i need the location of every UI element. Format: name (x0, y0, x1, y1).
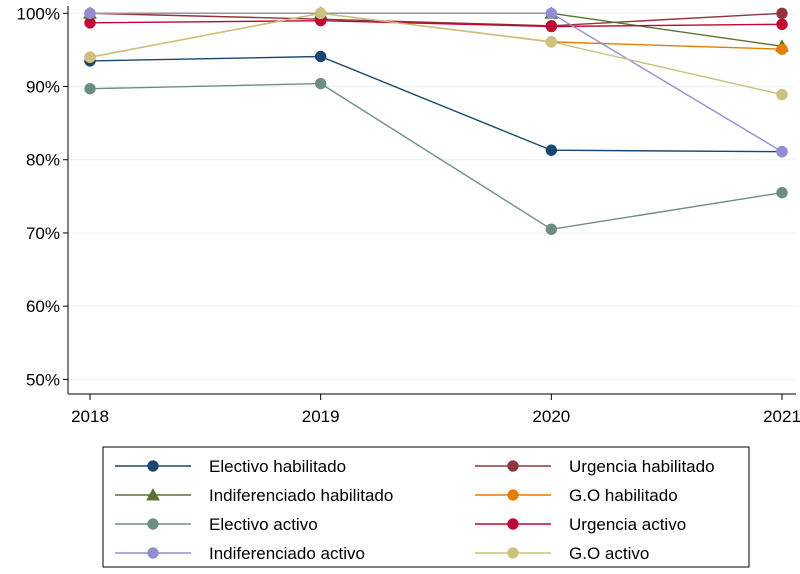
y-tick-label: 80% (26, 151, 60, 170)
legend-label: G.O activo (569, 544, 649, 563)
x-ticks: 2018 2019 2020 2021 (71, 394, 800, 426)
legend-swatch-marker (147, 460, 159, 472)
series-line (89, 12, 783, 27)
legend-item: Electivo activo (115, 515, 318, 534)
legend-item: Indiferenciado habilitado (115, 486, 393, 505)
x-tick-label: 2019 (302, 407, 340, 426)
data-point (545, 20, 558, 33)
legend-label: Electivo habilitado (209, 457, 346, 476)
legend-swatch-marker (147, 518, 159, 530)
legend-label: Indiferenciado habilitado (209, 486, 393, 505)
series-6 (84, 7, 788, 158)
data-point (776, 43, 788, 55)
y-tick-label: 50% (26, 370, 60, 389)
y-gridlines: 50% 60% 70% 80% 90% 100% (17, 4, 796, 389)
legend-swatch-marker (147, 547, 159, 559)
plot-area (68, 6, 796, 394)
legend-label: Urgencia habilitado (569, 457, 715, 476)
series-line (89, 55, 783, 153)
series-line (89, 12, 783, 96)
data-point (545, 223, 558, 236)
legend-label: Indiferenciado activo (209, 544, 365, 563)
legend-item: Indiferenciado activo (115, 544, 365, 563)
series-line (89, 82, 783, 231)
data-point (776, 145, 788, 158)
legend-label: Urgencia activo (569, 515, 686, 534)
legend-label: Electivo activo (209, 515, 318, 534)
legend-item: G.O activo (475, 544, 649, 563)
legend-swatch-marker (507, 460, 519, 472)
legend-item: Urgencia habilitado (475, 457, 715, 476)
legend-item: Electivo habilitado (115, 457, 346, 476)
series-4 (84, 77, 788, 236)
y-tick-label: 100% (17, 4, 60, 23)
legend-label: G.O habilitado (569, 486, 678, 505)
series-line (90, 12, 783, 153)
data-point (776, 18, 788, 31)
data-point (776, 186, 788, 199)
data-point (84, 7, 96, 20)
data-point (545, 7, 558, 20)
legend-swatch-marker (507, 518, 519, 530)
legend-swatch-marker (507, 489, 519, 501)
data-point (314, 50, 327, 63)
data-point (84, 82, 96, 95)
legend-item: Urgencia activo (475, 515, 686, 534)
legend-swatch-marker (507, 547, 519, 559)
data-point (314, 77, 327, 90)
y-tick-label: 70% (26, 224, 60, 243)
legend-item: G.O habilitado (475, 486, 678, 505)
x-tick-label: 2018 (71, 407, 109, 426)
x-tick-label: 2020 (532, 407, 570, 426)
legend-box (102, 446, 750, 568)
x-tick-label: 2021 (763, 407, 800, 426)
legend-swatch-marker (146, 487, 160, 501)
data-point (84, 51, 96, 63)
legend: Electivo habilitado Urgencia habilitado In… (102, 446, 750, 568)
y-tick-label: 90% (26, 78, 60, 97)
y-tick-label: 60% (26, 297, 60, 316)
data-point (545, 36, 558, 48)
series-7 (84, 7, 788, 101)
data-point (776, 7, 788, 20)
data-point (545, 144, 558, 156)
series-line (89, 19, 783, 28)
data-point (776, 88, 788, 101)
data-point (314, 7, 327, 20)
